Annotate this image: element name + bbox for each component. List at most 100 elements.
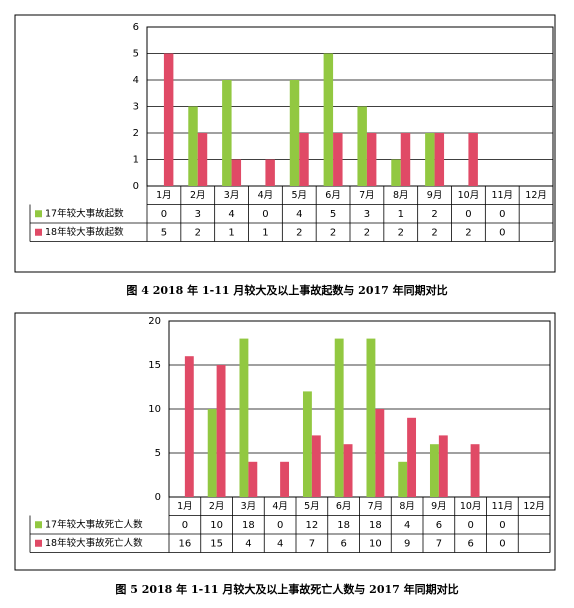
bar [334,338,344,497]
bar [398,461,408,497]
x-tick-label: 3月 [241,501,257,512]
bar [434,133,445,186]
data-label: 2 [465,227,471,238]
bar [366,338,376,497]
data-label: 2 [431,209,437,220]
y-tick-label: 15 [148,360,161,371]
y-tick-label: 5 [133,49,139,60]
data-label: 0 [499,209,505,220]
bar [391,159,401,186]
data-label: 15 [210,538,223,549]
bar [289,80,300,186]
data-label: 18 [337,520,350,531]
data-label: 1 [398,209,404,220]
bar [407,417,417,497]
bar [184,356,194,497]
data-label: 4 [404,520,410,531]
data-label: 18 [369,520,382,531]
x-tick-label: 2月 [209,501,225,512]
data-label: 4 [245,538,251,549]
x-tick-label: 3月 [224,190,240,201]
data-label: 3 [364,209,370,220]
y-tick-label: 1 [133,155,139,166]
x-tick-label: 9月 [427,190,443,201]
data-label: 2 [431,227,437,238]
data-label: 0 [467,520,473,531]
legend-swatch [35,521,42,529]
x-tick-label: 4月 [272,501,288,512]
bar [438,435,448,497]
data-label: 0 [277,520,283,531]
bar [333,133,343,186]
figure-5-caption: 图 5 2018 年 1-11 月较大及以上事故死亡人数与 2017 年同期对比 [115,583,459,596]
data-label: 0 [499,538,505,549]
data-label: 2 [364,227,370,238]
x-tick-label: 11月 [491,190,513,201]
bar [163,53,174,186]
y-tick-label: 10 [148,404,161,415]
y-tick-label: 20 [148,316,161,327]
data-label: 2 [195,227,201,238]
data-label: 2 [296,227,302,238]
data-label: 9 [404,538,410,549]
legend-swatch [35,539,42,547]
bar [231,159,242,186]
data-label: 3 [195,209,201,220]
data-label: 1 [262,227,268,238]
bar [280,461,290,497]
data-label: 2 [330,227,336,238]
legend-label: 17年较大事故死亡人数 [45,518,143,530]
bar [375,409,385,497]
x-tick-label: 11月 [492,501,514,512]
bar [188,106,198,186]
legend-label: 18年较大事故起数 [45,226,124,238]
legend-label: 18年较大事故死亡人数 [45,537,143,549]
data-label: 7 [309,538,315,549]
data-label: 12 [306,520,319,531]
bar [470,444,480,497]
bar [425,133,435,186]
x-tick-label: 2月 [190,190,206,201]
x-tick-label: 4月 [258,190,274,201]
x-tick-label: 8月 [393,190,409,201]
bar [468,133,478,186]
data-label: 10 [369,538,382,549]
data-label: 1 [228,227,234,238]
y-tick-label: 6 [133,22,139,33]
data-label: 4 [277,538,283,549]
y-tick-label: 0 [133,181,139,192]
data-label: 4 [228,209,234,220]
bar [197,133,208,186]
x-tick-label: 7月 [368,501,384,512]
data-label: 6 [340,538,346,549]
bar [343,444,353,497]
x-tick-label: 6月 [336,501,352,512]
data-label: 18 [242,520,255,531]
data-label: 0 [161,209,167,220]
data-label: 0 [499,520,505,531]
y-tick-label: 4 [133,75,139,86]
y-tick-label: 0 [155,492,161,503]
data-label: 5 [161,227,167,238]
figure-4-caption: 图 4 2018 年 1-11 月较大及以上事故起数与 2017 年同期对比 [126,284,448,297]
chart-5: 0 5 10 15 20 1月 2月 3月 4月 5月 6月 7月 8月 9月 10月 11月 12月 17年较大… [14,312,556,571]
x-tick-label: 6月 [325,190,341,201]
legend-label: 17年较大事故起数 [45,207,124,219]
x-tick-label: 1月 [177,501,193,512]
x-tick-label: 10月 [460,501,482,512]
bar [299,133,309,186]
bar [248,461,258,497]
x-tick-label: 10月 [458,190,480,201]
bar [366,133,377,186]
bar [239,338,249,497]
data-label: 0 [182,520,188,531]
bar [216,365,226,497]
data-label: 0 [465,209,471,220]
chart-frame [14,312,556,571]
data-label: 4 [296,209,302,220]
data-label: 6 [436,520,442,531]
x-tick-label: 7月 [359,190,375,201]
legend-swatch [35,210,42,218]
legend-swatch [35,228,42,236]
